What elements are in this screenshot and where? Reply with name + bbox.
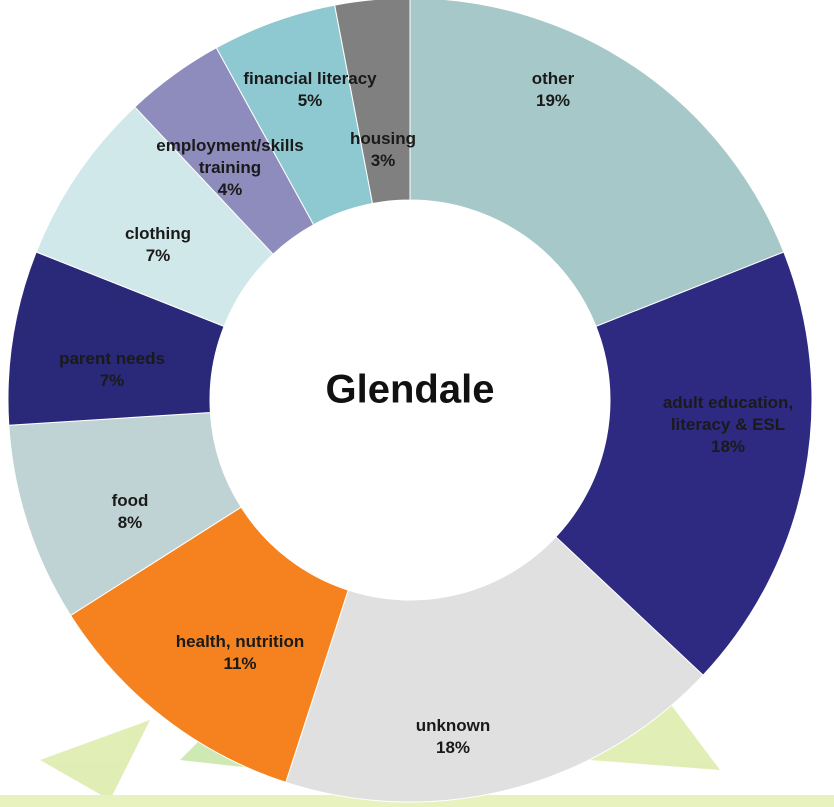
page: {"chart_data": {"type": "donut", "title"… (0, 0, 834, 807)
category-label: financial literacy (220, 68, 400, 90)
category-label: other (493, 68, 613, 90)
category-label: food (70, 490, 190, 512)
value-label: 8% (70, 512, 190, 534)
value-label: 19% (493, 90, 613, 112)
category-label: adult education, literacy & ESL (633, 392, 823, 436)
category-label: parent needs (32, 348, 192, 370)
chart-title: Glendale (326, 368, 495, 413)
category-label: employment/skills training (155, 135, 305, 179)
category-label: unknown (393, 715, 513, 737)
category-label: housing (333, 128, 433, 150)
value-label: 18% (393, 737, 513, 759)
value-label: 11% (145, 653, 335, 675)
value-label: 18% (633, 436, 823, 458)
value-label: 5% (220, 90, 400, 112)
value-label: 7% (98, 245, 218, 267)
value-label: 7% (32, 370, 192, 392)
category-label: health, nutrition (145, 631, 335, 653)
value-label: 3% (333, 150, 433, 172)
category-label: clothing (98, 223, 218, 245)
value-label: 4% (155, 179, 305, 201)
